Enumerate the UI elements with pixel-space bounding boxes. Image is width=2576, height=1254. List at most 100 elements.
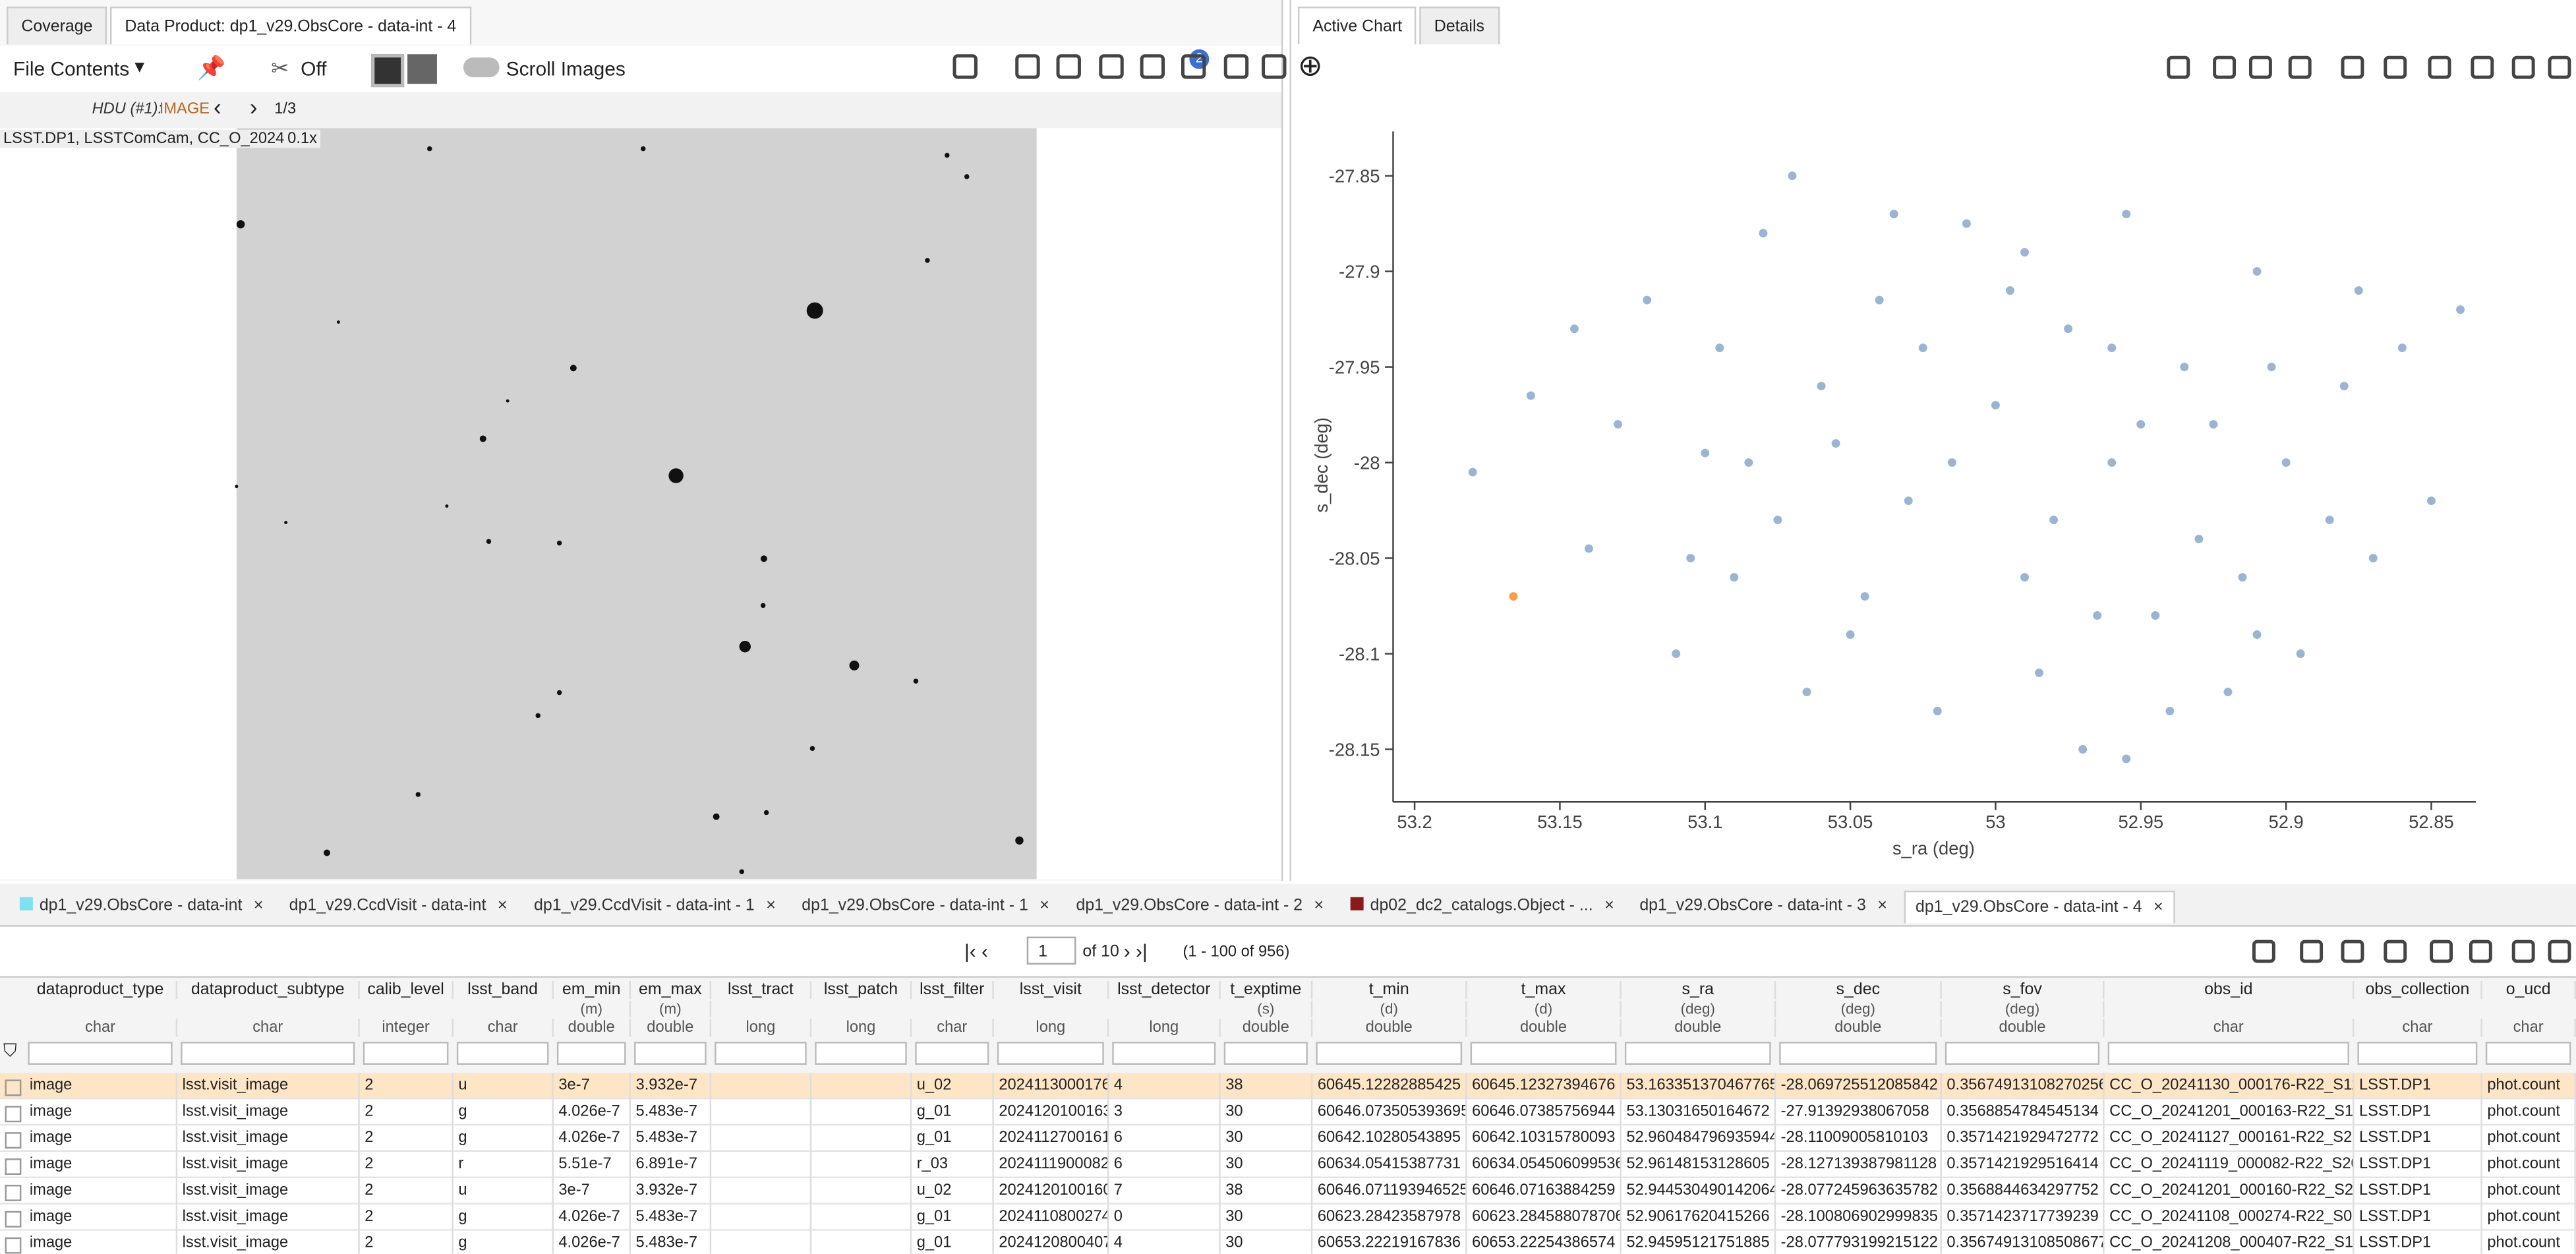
next-hdu[interactable]: ›	[250, 94, 258, 120]
row-checkbox[interactable]	[5, 1211, 21, 1228]
filter-input[interactable]	[634, 1042, 707, 1065]
filter-input[interactable]	[2108, 1042, 2349, 1065]
row-checkbox[interactable]	[5, 1158, 21, 1175]
column-name[interactable]: s_fov	[1942, 981, 2105, 999]
filter-input[interactable]	[557, 1042, 626, 1065]
scroll-images[interactable]: Scroll Images	[506, 57, 626, 80]
tool-icon[interactable]	[1015, 54, 1039, 78]
filter-input[interactable]	[1316, 1042, 1462, 1065]
column-name[interactable]: em_min	[554, 981, 631, 999]
tab[interactable]: Active Chart	[1298, 7, 1417, 44]
row-checkbox[interactable]	[5, 1132, 21, 1149]
column-name[interactable]: s_dec	[1776, 981, 1942, 999]
column-name[interactable]: lsst_filter	[912, 981, 994, 999]
column-name[interactable]: lsst_detector	[1109, 981, 1220, 999]
table-tab[interactable]: dp1_v29.ObsCore - data-int - 4×	[1904, 891, 2175, 924]
tool-icon[interactable]	[2548, 940, 2571, 963]
tool-icon[interactable]	[2512, 940, 2535, 963]
table-tab[interactable]: dp1_v29.ObsCore - data-int - 2×	[1067, 891, 1334, 924]
tool-icon[interactable]	[2469, 940, 2492, 963]
filter-input[interactable]	[715, 1042, 807, 1065]
tool-icon[interactable]	[2430, 940, 2453, 963]
file-contents[interactable]: File Contents	[13, 57, 129, 80]
row-checkbox[interactable]	[5, 1079, 21, 1096]
tool-icon[interactable]	[2341, 940, 2364, 963]
table-tab[interactable]: dp1_v29.ObsCore - data-int - 3×	[1629, 891, 1897, 924]
tab-close[interactable]: ×	[498, 897, 508, 915]
column-name[interactable]: t_max	[1467, 981, 1622, 999]
page-input[interactable]: 1	[1027, 937, 1076, 965]
tool-icon[interactable]	[1181, 54, 1206, 78]
tool-icon[interactable]	[2512, 56, 2535, 79]
tab-close[interactable]: ×	[766, 897, 776, 915]
tab-close[interactable]: ×	[1314, 897, 1324, 915]
filter-input[interactable]	[2486, 1042, 2571, 1065]
filter-input[interactable]	[457, 1042, 549, 1065]
tool-icon[interactable]	[1224, 54, 1248, 78]
column-name[interactable]: t_min	[1312, 981, 1467, 999]
filter-input[interactable]	[1471, 1042, 1617, 1065]
filter-icon[interactable]: ⛉	[3, 1042, 17, 1063]
table-tab[interactable]: dp1_v29.CcdVisit - data-int - 1×	[524, 891, 786, 924]
tab[interactable]: Coverage	[7, 7, 107, 44]
column-name[interactable]: dataproduct_type	[24, 981, 177, 999]
column-name[interactable]: o_ucd	[2482, 981, 2576, 999]
first-page[interactable]: |‹ ‹	[964, 940, 988, 963]
filter-input[interactable]	[1625, 1042, 1771, 1065]
table-tab[interactable]: dp1_v29.ObsCore - data-int - 1×	[792, 891, 1059, 924]
tool-icon[interactable]	[2300, 940, 2323, 963]
column-name[interactable]: calib_level	[360, 981, 454, 999]
toggle[interactable]	[463, 57, 500, 77]
tool-icon[interactable]	[1057, 54, 1081, 78]
tab-close[interactable]: ×	[1039, 897, 1049, 915]
table-tab[interactable]: dp02_dc2_catalogs.Object - ...×	[1341, 891, 1624, 924]
row-checkbox[interactable]	[5, 1185, 21, 1201]
row-checkbox[interactable]	[5, 1106, 21, 1122]
filter-input[interactable]	[363, 1042, 449, 1065]
column-name[interactable]: obs_id	[2105, 981, 2355, 999]
filter-input[interactable]	[28, 1042, 172, 1065]
tool-icon[interactable]	[2471, 56, 2494, 79]
row-checkbox[interactable]	[5, 1238, 21, 1254]
tool-icon[interactable]	[1262, 54, 1286, 78]
tab[interactable]: Data Product: dp1_v29.ObsCore - data-int…	[110, 7, 471, 44]
column-name[interactable]: lsst_band	[454, 981, 554, 999]
filter-input[interactable]	[815, 1042, 907, 1065]
tool-icon[interactable]	[2341, 56, 2364, 79]
cut-toggle[interactable]: Off	[301, 57, 326, 80]
grid-view[interactable]	[407, 54, 437, 84]
tab[interactable]: Details	[1419, 7, 1499, 44]
tab-close[interactable]: ×	[1877, 897, 1887, 915]
fits-image[interactable]	[237, 128, 1037, 879]
pin-icon[interactable]: 📌	[197, 54, 225, 82]
tool-icon[interactable]	[2249, 56, 2272, 79]
column-name[interactable]: lsst_patch	[811, 981, 912, 999]
prev-hdu[interactable]: ‹	[214, 94, 221, 120]
tool-icon[interactable]	[2289, 56, 2312, 79]
tab-close[interactable]: ×	[1604, 897, 1614, 915]
filter-input[interactable]	[915, 1042, 989, 1065]
tool-icon[interactable]	[1140, 54, 1165, 78]
tool-icon[interactable]	[953, 54, 978, 78]
table-tab[interactable]: dp1_v29.ObsCore - data-int×	[10, 891, 273, 924]
tool-icon[interactable]	[2252, 940, 2275, 963]
next-page[interactable]: › ›|	[1124, 940, 1148, 963]
column-name[interactable]: em_max	[631, 981, 711, 999]
filter-input[interactable]	[1779, 1042, 1937, 1065]
table-tab[interactable]: dp1_v29.CcdVisit - data-int×	[279, 891, 517, 924]
column-name[interactable]: dataproduct_subtype	[177, 981, 360, 999]
filter-input[interactable]	[181, 1042, 355, 1065]
column-name[interactable]: s_ra	[1622, 981, 1776, 999]
filter-input[interactable]	[1224, 1042, 1308, 1065]
tool-icon[interactable]	[2384, 940, 2407, 963]
tool-icon[interactable]	[2548, 56, 2571, 79]
column-name[interactable]: lsst_visit	[994, 981, 1109, 999]
filter-input[interactable]	[1112, 1042, 1215, 1065]
filter-input[interactable]	[2357, 1042, 2477, 1065]
single-view[interactable]	[371, 54, 404, 87]
tool-icon[interactable]	[1099, 54, 1123, 78]
tab-close[interactable]: ×	[2153, 899, 2163, 916]
tab-close[interactable]: ×	[254, 897, 264, 915]
tool-icon[interactable]	[2428, 56, 2451, 79]
column-name[interactable]: t_exptime	[1221, 981, 1313, 999]
